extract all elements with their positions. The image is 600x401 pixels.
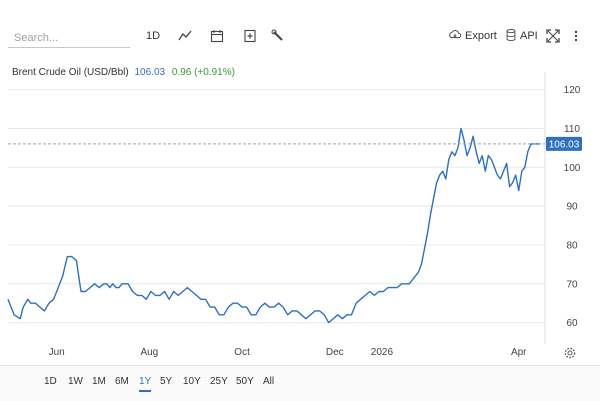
price-chart: 60 70 80 90 100 110 120 Jun Aug Oct Dec 2026 Apr 106.… bbox=[7, 72, 582, 358]
export-button[interactable]: Export bbox=[448, 28, 497, 44]
last-price-tag bbox=[546, 136, 582, 151]
y-tick-label: 70 bbox=[566, 279, 578, 290]
y-tick-label: 120 bbox=[564, 85, 581, 96]
search-input[interactable] bbox=[8, 28, 130, 48]
range-button-1m[interactable]: 1M bbox=[92, 376, 106, 387]
x-tick-label: Aug bbox=[140, 347, 158, 358]
interval-button[interactable]: 1D bbox=[145, 30, 161, 42]
range-button-1w[interactable]: 1W bbox=[68, 376, 83, 387]
more-icon[interactable] bbox=[568, 28, 578, 44]
settings-icon[interactable] bbox=[563, 346, 577, 360]
api-label: API bbox=[520, 30, 538, 42]
line-style-icon[interactable] bbox=[177, 28, 193, 44]
x-tick-label: Apr bbox=[511, 347, 527, 358]
range-button-5y[interactable]: 5Y bbox=[160, 376, 173, 387]
x-tick-label: Jun bbox=[49, 347, 65, 358]
price-series-line bbox=[7, 127, 540, 324]
range-selector: 1D 1W 1M 6M 1Y 5Y 10Y 25Y 50Y All bbox=[0, 365, 600, 401]
range-button-10y[interactable]: 10Y bbox=[183, 376, 201, 387]
cloud-download-icon bbox=[448, 28, 462, 45]
fullscreen-icon[interactable] bbox=[545, 28, 561, 44]
x-tick-label: Dec bbox=[326, 347, 344, 358]
x-tick-label: 2026 bbox=[371, 347, 394, 358]
y-tick-label: 60 bbox=[566, 318, 578, 329]
range-button-1y[interactable]: 1Y bbox=[139, 374, 152, 392]
symbol-name: Brent Crude Oil (USD/Bbl) bbox=[12, 67, 129, 78]
last-price: 106.03 bbox=[134, 67, 166, 78]
database-icon bbox=[505, 28, 517, 45]
y-tick-label: 80 bbox=[566, 240, 578, 251]
y-tick-label: 110 bbox=[564, 124, 580, 135]
range-button-50y[interactable]: 50Y bbox=[236, 376, 254, 387]
chart-legend: Brent Crude Oil (USD/Bbl) 106.03 0.96 (+… bbox=[12, 67, 235, 78]
price-change: 0.96 (+0.91%) bbox=[171, 67, 235, 78]
x-tick-label: Oct bbox=[234, 347, 250, 358]
y-tick-label: 90 bbox=[566, 202, 578, 213]
range-button-25y[interactable]: 25Y bbox=[210, 376, 228, 387]
export-label: Export bbox=[465, 30, 497, 42]
calendar-icon[interactable] bbox=[209, 28, 225, 44]
range-button-1d[interactable]: 1D bbox=[44, 376, 57, 387]
range-button-6m[interactable]: 6M bbox=[115, 376, 129, 387]
y-tick-label: 100 bbox=[564, 163, 581, 174]
tools-icon[interactable] bbox=[270, 28, 286, 44]
chart-toolbar: 1D Export API bbox=[0, 0, 600, 70]
range-button-all[interactable]: All bbox=[263, 376, 275, 387]
last-price-tag-label: 106.03 bbox=[549, 139, 580, 150]
api-button[interactable]: API bbox=[505, 28, 538, 44]
compare-icon[interactable] bbox=[242, 28, 258, 44]
